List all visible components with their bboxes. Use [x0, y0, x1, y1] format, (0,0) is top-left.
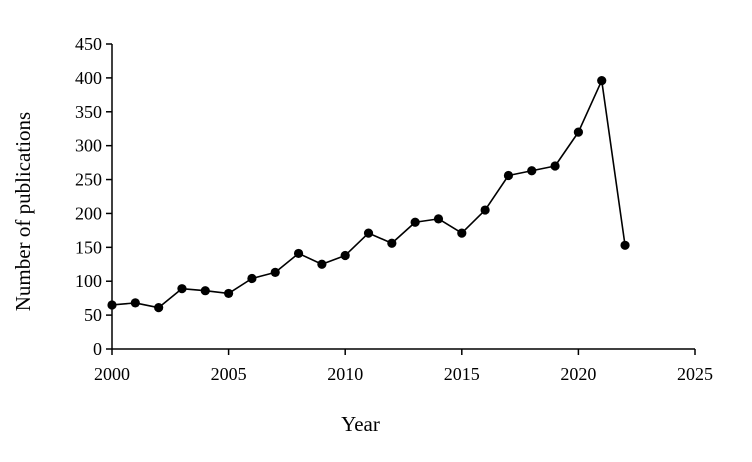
y-tick-label: 450	[75, 34, 102, 54]
data-point	[224, 288, 234, 299]
data-point	[410, 217, 420, 227]
series-layer	[107, 76, 630, 313]
data-point	[130, 298, 140, 308]
x-ticks: 2000 2005 2010 2015 2020 2025	[94, 349, 713, 384]
x-tick-label: 2010	[327, 364, 363, 384]
x-tick-label: 2015	[444, 364, 480, 384]
data-point	[433, 214, 444, 224]
data-point	[154, 303, 164, 313]
y-tick-label: 100	[75, 271, 102, 291]
series-line	[111, 79, 626, 309]
y-tick-label: 0	[93, 339, 102, 359]
data-point	[527, 166, 537, 176]
data-point	[363, 228, 374, 238]
data-point	[340, 250, 350, 261]
data-point	[457, 228, 467, 238]
y-tick-label: 350	[75, 102, 102, 122]
data-point	[550, 161, 560, 171]
axes	[111, 44, 695, 350]
data-point	[247, 273, 257, 284]
data-point	[480, 205, 490, 215]
data-point	[597, 76, 607, 86]
x-axis-title: Year	[341, 412, 380, 436]
data-point	[620, 240, 630, 250]
y-axis-title: Number of publications	[11, 112, 35, 311]
y-tick-label: 300	[75, 136, 102, 156]
y-tick-label: 50	[84, 305, 102, 325]
data-point	[573, 127, 584, 137]
y-tick-label: 400	[75, 68, 102, 88]
x-tick-label: 2005	[211, 364, 247, 384]
x-tick-label: 2020	[560, 364, 596, 384]
data-point	[200, 286, 210, 296]
x-tick-label: 2025	[677, 364, 713, 384]
data-point	[107, 300, 117, 310]
y-tick-label: 150	[75, 237, 102, 257]
data-point	[317, 259, 327, 269]
data-point	[270, 267, 280, 278]
x-tick-label: 2000	[94, 364, 130, 384]
data-point	[177, 284, 187, 294]
y-tick-label: 250	[75, 170, 102, 190]
data-point	[293, 248, 304, 259]
y-ticks: 0 50 100 150 200 250 300 350 400 450	[75, 34, 112, 359]
y-tick-label: 200	[75, 203, 102, 223]
data-point	[503, 170, 514, 181]
data-point	[387, 238, 397, 248]
